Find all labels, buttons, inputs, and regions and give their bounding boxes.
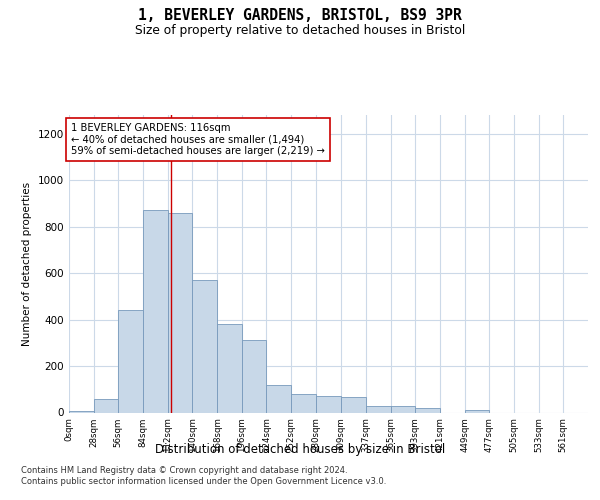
Bar [366,406,391,412]
Bar [464,410,490,412]
Bar [415,408,440,412]
Bar [118,310,143,412]
Bar [167,212,193,412]
Text: Contains HM Land Registry data © Crown copyright and database right 2024.: Contains HM Land Registry data © Crown c… [21,466,347,475]
Y-axis label: Number of detached properties: Number of detached properties [22,182,32,346]
Text: 1 BEVERLEY GARDENS: 116sqm
← 40% of detached houses are smaller (1,494)
59% of s: 1 BEVERLEY GARDENS: 116sqm ← 40% of deta… [71,123,325,156]
Bar [341,398,366,412]
Text: Distribution of detached houses by size in Bristol: Distribution of detached houses by size … [155,442,445,456]
Text: 1, BEVERLEY GARDENS, BRISTOL, BS9 3PR: 1, BEVERLEY GARDENS, BRISTOL, BS9 3PR [138,8,462,22]
Bar [242,340,266,412]
Bar [316,396,341,412]
Text: Contains public sector information licensed under the Open Government Licence v3: Contains public sector information licen… [21,477,386,486]
Bar [391,406,415,412]
Bar [193,280,217,412]
Bar [143,210,167,412]
Text: Size of property relative to detached houses in Bristol: Size of property relative to detached ho… [135,24,465,37]
Bar [291,394,316,412]
Bar [217,324,242,412]
Bar [94,398,118,412]
Bar [266,384,291,412]
